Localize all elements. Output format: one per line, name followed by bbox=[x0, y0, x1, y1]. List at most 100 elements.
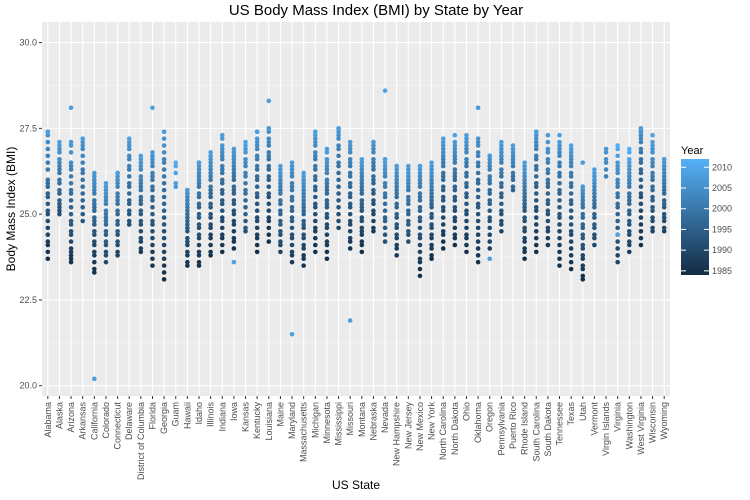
data-point bbox=[266, 239, 271, 244]
x-tick-label: Kentucky bbox=[252, 402, 262, 440]
data-point bbox=[650, 133, 655, 138]
data-point bbox=[371, 198, 376, 203]
data-point bbox=[476, 178, 481, 183]
data-point bbox=[639, 126, 644, 131]
data-point bbox=[162, 150, 167, 155]
data-point bbox=[162, 188, 167, 193]
x-tick-label: Nebraska bbox=[368, 402, 378, 441]
data-point bbox=[255, 250, 260, 255]
data-point bbox=[476, 232, 481, 237]
data-point bbox=[639, 184, 644, 189]
data-point bbox=[150, 219, 155, 224]
x-tick-label: Florida bbox=[147, 402, 157, 430]
data-point bbox=[336, 184, 341, 189]
data-point bbox=[266, 174, 271, 179]
data-point bbox=[569, 267, 574, 272]
data-point bbox=[290, 205, 295, 210]
legend-tick-label: 2005 bbox=[712, 183, 732, 193]
data-point bbox=[150, 184, 155, 189]
data-point bbox=[592, 167, 597, 172]
data-point bbox=[336, 160, 341, 165]
data-point bbox=[290, 332, 295, 337]
data-point bbox=[394, 253, 399, 258]
data-point bbox=[150, 105, 155, 110]
data-point bbox=[162, 277, 167, 282]
data-point bbox=[441, 195, 446, 200]
data-point bbox=[487, 208, 492, 213]
data-point bbox=[557, 140, 562, 145]
data-point bbox=[232, 229, 237, 234]
data-point bbox=[243, 226, 248, 231]
data-point bbox=[418, 164, 423, 169]
data-point bbox=[546, 226, 551, 231]
data-point bbox=[266, 226, 271, 231]
data-point bbox=[162, 157, 167, 162]
data-point bbox=[546, 133, 551, 138]
data-point bbox=[383, 215, 388, 220]
data-point bbox=[348, 236, 353, 241]
data-point bbox=[534, 181, 539, 186]
data-point bbox=[511, 143, 516, 148]
x-tick-label: Idaho bbox=[194, 402, 204, 425]
data-point bbox=[115, 250, 120, 255]
data-point bbox=[487, 239, 492, 244]
data-point bbox=[46, 129, 51, 134]
data-point bbox=[615, 143, 620, 148]
data-point bbox=[639, 243, 644, 248]
data-point bbox=[418, 267, 423, 272]
data-point bbox=[80, 154, 85, 159]
data-point bbox=[290, 160, 295, 165]
data-point bbox=[534, 243, 539, 248]
data-point bbox=[546, 167, 551, 172]
data-point bbox=[127, 174, 132, 179]
data-point bbox=[348, 181, 353, 186]
data-point bbox=[69, 229, 74, 234]
data-point bbox=[197, 260, 202, 265]
data-point bbox=[604, 167, 609, 172]
x-tick-label: Maryland bbox=[287, 402, 297, 439]
data-point bbox=[220, 133, 225, 138]
data-point bbox=[150, 250, 155, 255]
data-point bbox=[220, 208, 225, 213]
data-point bbox=[278, 229, 283, 234]
data-point bbox=[313, 243, 318, 248]
data-point bbox=[557, 205, 562, 210]
data-point bbox=[394, 164, 399, 169]
data-point bbox=[360, 250, 365, 255]
data-point bbox=[162, 236, 167, 241]
data-point bbox=[476, 202, 481, 207]
data-point bbox=[499, 208, 504, 213]
x-tick-label: Iowa bbox=[229, 402, 239, 421]
data-point bbox=[46, 147, 51, 152]
data-point bbox=[418, 243, 423, 248]
data-point bbox=[522, 226, 527, 231]
data-point bbox=[150, 236, 155, 241]
data-point bbox=[580, 184, 585, 189]
data-point bbox=[197, 160, 202, 165]
data-point bbox=[383, 191, 388, 196]
data-point bbox=[173, 160, 178, 165]
data-point bbox=[360, 239, 365, 244]
data-point bbox=[499, 140, 504, 145]
data-point bbox=[615, 154, 620, 159]
x-tick-label: California bbox=[89, 402, 99, 440]
data-point bbox=[46, 226, 51, 231]
data-point bbox=[208, 250, 213, 255]
data-point bbox=[615, 202, 620, 207]
data-point bbox=[92, 260, 97, 265]
data-point bbox=[546, 178, 551, 183]
data-point bbox=[662, 226, 667, 231]
data-point bbox=[650, 184, 655, 189]
data-point bbox=[580, 243, 585, 248]
data-point bbox=[418, 250, 423, 255]
data-point bbox=[69, 140, 74, 145]
data-point bbox=[336, 171, 341, 176]
data-point bbox=[453, 167, 458, 172]
data-point bbox=[569, 253, 574, 258]
data-point bbox=[580, 263, 585, 268]
data-point bbox=[569, 229, 574, 234]
data-point bbox=[162, 263, 167, 268]
data-point bbox=[476, 260, 481, 265]
data-point bbox=[80, 191, 85, 196]
